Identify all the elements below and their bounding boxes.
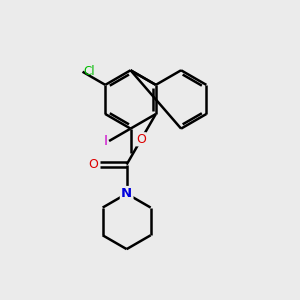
Text: O: O	[88, 158, 98, 171]
Text: I: I	[103, 134, 107, 148]
Text: N: N	[121, 187, 132, 200]
Text: Cl: Cl	[83, 65, 95, 78]
Text: O: O	[136, 133, 146, 146]
